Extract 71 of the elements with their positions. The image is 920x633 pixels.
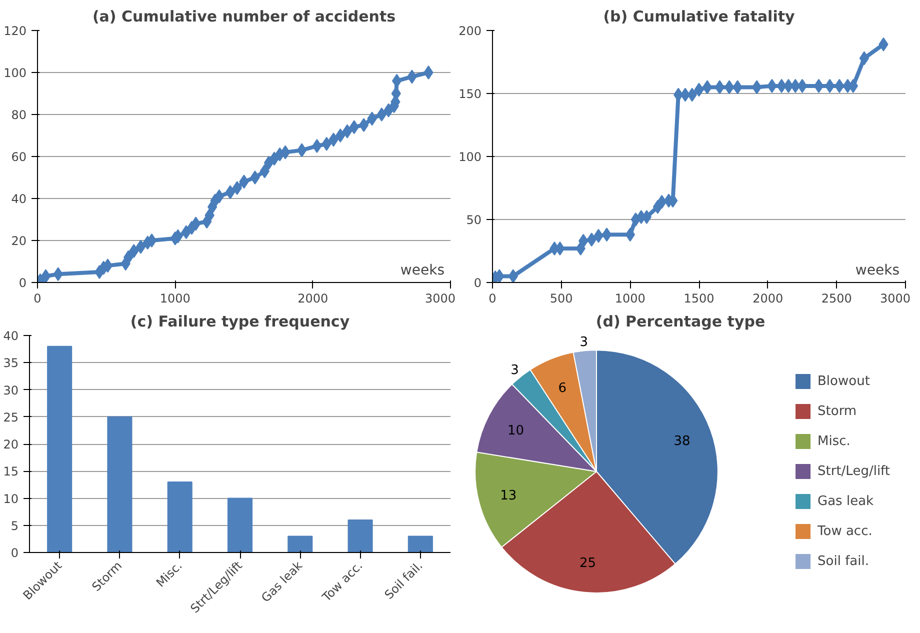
y-tick-label: 40 bbox=[3, 329, 19, 343]
point bbox=[859, 51, 870, 66]
legend-label: Storm bbox=[818, 404, 857, 418]
bar bbox=[227, 498, 253, 552]
point bbox=[656, 194, 667, 209]
y-tick-label: 20 bbox=[3, 438, 19, 452]
bar bbox=[348, 519, 373, 552]
x-tick-label: 0 bbox=[34, 292, 42, 306]
legend-label: Blowout bbox=[818, 374, 870, 388]
y-tick-label: 100 bbox=[4, 66, 26, 80]
x-tick-label: 3000 bbox=[424, 292, 456, 306]
point bbox=[824, 78, 835, 93]
point bbox=[702, 80, 712, 94]
y-tick-label: 40 bbox=[11, 192, 27, 206]
y-tick-label: 150 bbox=[458, 87, 482, 101]
legend-label: Tow acc. bbox=[818, 524, 872, 538]
y-tick-label: 10 bbox=[3, 492, 19, 506]
data-label: 38 bbox=[674, 434, 690, 450]
y-tick-label: 0 bbox=[474, 276, 482, 290]
y-tick-label: 60 bbox=[11, 150, 27, 164]
bar bbox=[408, 536, 433, 552]
point bbox=[752, 80, 762, 94]
y-tick-label: 50 bbox=[466, 213, 482, 227]
x-tick-label: 2000 bbox=[298, 292, 328, 306]
data-label: 13 bbox=[500, 488, 517, 504]
y-tick-label: 15 bbox=[3, 464, 19, 479]
x-tick-label: Soil fail. bbox=[382, 558, 426, 602]
x-tick-label: 1500 bbox=[684, 292, 714, 306]
point bbox=[814, 78, 824, 93]
chart-title: (b) Cumulative fatality bbox=[603, 8, 796, 26]
x-tick-label: 2500 bbox=[821, 292, 852, 306]
data-label: 3 bbox=[580, 334, 588, 350]
y-tick-label: 0 bbox=[18, 276, 27, 290]
x-tick-label: 3000 bbox=[880, 292, 911, 306]
y-tick-label: 200 bbox=[458, 24, 482, 38]
legend-label: Misc. bbox=[818, 434, 850, 448]
legend-label: Strt/Leg/lift bbox=[818, 464, 890, 478]
x-axis-title: weeks bbox=[855, 262, 900, 278]
y-tick-label: 30 bbox=[3, 383, 19, 398]
x-tick-label: 0 bbox=[488, 292, 496, 306]
bar bbox=[47, 346, 72, 552]
point bbox=[602, 228, 612, 242]
y-tick-label: 35 bbox=[3, 356, 19, 370]
data-label: 10 bbox=[507, 423, 524, 438]
chart-title: (d) Percentage type bbox=[596, 312, 766, 330]
x-tick-label: Tow acc. bbox=[318, 558, 366, 605]
x-axis-title: weeks bbox=[400, 262, 444, 278]
y-tick-label: 80 bbox=[11, 108, 27, 122]
x-tick-label: 1000 bbox=[160, 292, 190, 306]
bar bbox=[288, 536, 313, 552]
legend-label: Gas leak bbox=[818, 494, 874, 508]
y-tick-label: 0 bbox=[10, 546, 19, 560]
chart-title: (c) Failure type frequency bbox=[130, 312, 350, 330]
y-tick-label: 20 bbox=[11, 234, 27, 248]
data-label: 6 bbox=[558, 381, 566, 396]
point bbox=[724, 80, 734, 94]
data-label: 25 bbox=[579, 556, 596, 572]
point bbox=[508, 269, 518, 282]
y-tick-label: 120 bbox=[4, 24, 26, 38]
x-tick-label: 500 bbox=[550, 292, 573, 306]
bar bbox=[107, 416, 132, 552]
y-tick-label: 100 bbox=[458, 150, 482, 164]
bar bbox=[167, 481, 192, 552]
point bbox=[797, 78, 808, 93]
y-tick-label: 5 bbox=[10, 518, 19, 533]
data-label: 3 bbox=[510, 362, 519, 378]
chart-title: (a) Cumulative number of accidents bbox=[92, 8, 396, 26]
x-tick-label: 2000 bbox=[752, 292, 784, 306]
point bbox=[680, 88, 690, 102]
x-tick-label: 1000 bbox=[614, 292, 646, 306]
y-tick-label: 25 bbox=[3, 410, 19, 424]
